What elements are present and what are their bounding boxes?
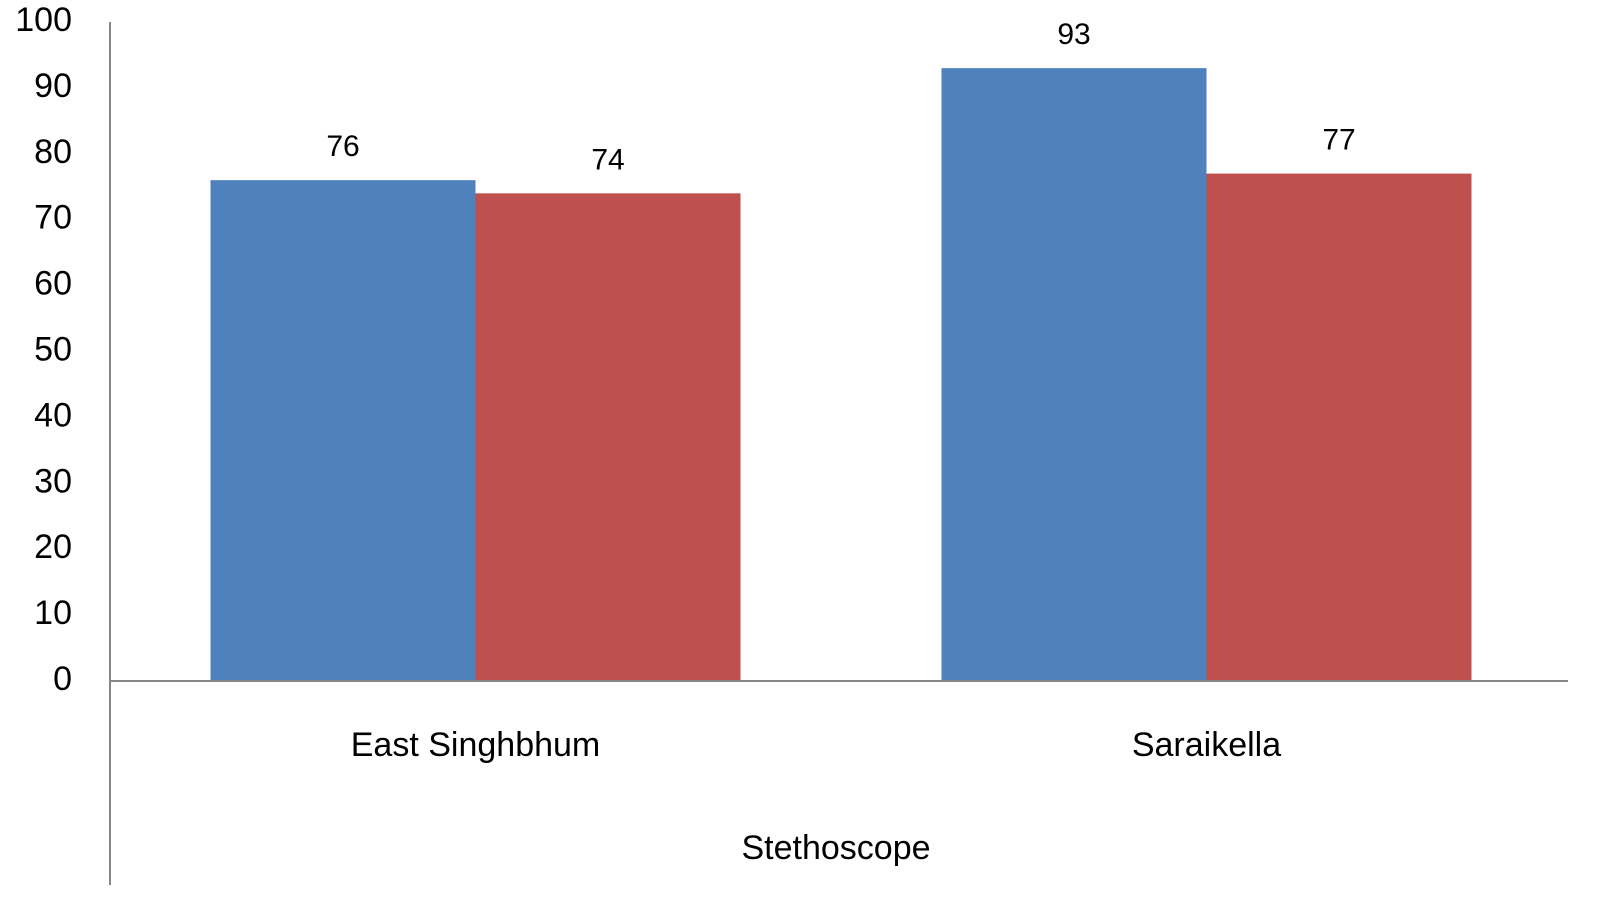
data-label: 93 (1057, 18, 1090, 51)
data-label: 76 (326, 130, 359, 163)
bar (1206, 173, 1472, 681)
data-label: 77 (1322, 123, 1355, 156)
bar (210, 180, 476, 681)
y-tick-label: 0 (53, 660, 72, 698)
bar (941, 68, 1207, 681)
x-tick-label: Saraikella (1132, 726, 1281, 764)
y-tick-label: 70 (34, 199, 72, 237)
y-tick-label: 40 (34, 396, 72, 434)
y-tick-label: 90 (34, 67, 72, 105)
data-label: 74 (591, 143, 624, 176)
x-tick-label: East Singhbhum (351, 726, 601, 764)
bar (475, 193, 741, 681)
y-tick-label: 60 (34, 265, 72, 303)
y-tick-label: 30 (34, 462, 72, 500)
y-tick-label: 50 (34, 330, 72, 368)
x-axis-title: Stethoscope (741, 829, 930, 867)
y-tick-label: 10 (34, 594, 72, 632)
y-tick-label: 100 (15, 1, 72, 39)
y-tick-label: 20 (34, 528, 72, 566)
y-tick-label: 80 (34, 133, 72, 171)
